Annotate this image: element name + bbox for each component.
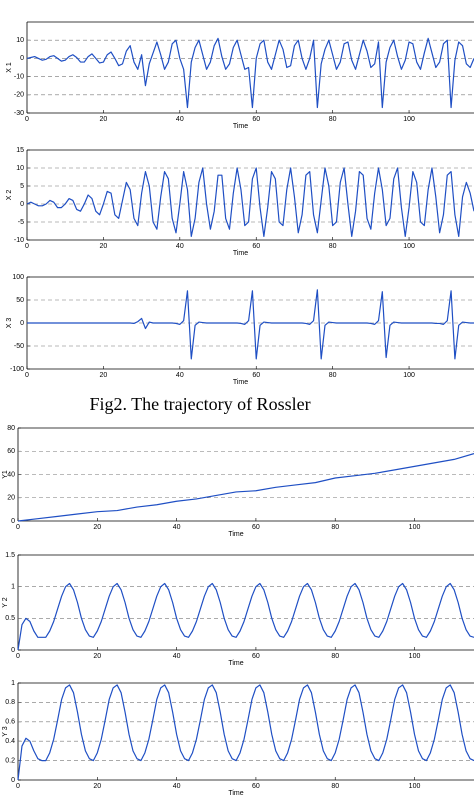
x-tick-label: 100 bbox=[403, 372, 415, 379]
x-tick-label: 0 bbox=[16, 653, 20, 660]
y-axis-label: X 1 bbox=[6, 62, 13, 73]
y-tick-label: 5 bbox=[20, 183, 24, 190]
x-tick-label: 40 bbox=[173, 653, 181, 660]
y-axis-label: X 2 bbox=[6, 190, 13, 201]
caption: Fig2. The trajectory of Rossler bbox=[89, 394, 310, 414]
y-tick-label: 0 bbox=[11, 647, 15, 654]
x-tick-label: 40 bbox=[176, 116, 184, 123]
x-tick-label: 60 bbox=[252, 524, 260, 531]
x-tick-label: 20 bbox=[93, 653, 101, 660]
x-tick-label: 20 bbox=[93, 524, 101, 531]
x-tick-label: 80 bbox=[331, 524, 339, 531]
x-tick-label: 80 bbox=[331, 653, 339, 660]
x-tick-label: 20 bbox=[100, 116, 108, 123]
x-tick-label: 80 bbox=[331, 783, 339, 790]
y-tick-label: -30 bbox=[14, 110, 24, 117]
x-tick-label: 40 bbox=[176, 243, 184, 250]
y-tick-label: 10 bbox=[16, 37, 24, 44]
y-tick-label: 60 bbox=[7, 448, 15, 455]
x-tick-label: 40 bbox=[173, 783, 181, 790]
y-tick-label: 0.2 bbox=[5, 757, 15, 764]
data-line bbox=[17, 452, 474, 522]
x-tick-label: 20 bbox=[100, 243, 108, 250]
y-tick-label: 40 bbox=[7, 471, 15, 478]
y-tick-label: 15 bbox=[16, 147, 24, 154]
x-tick-label: 20 bbox=[100, 372, 108, 379]
x-tick-label: 40 bbox=[173, 524, 181, 531]
x-tick-label: 80 bbox=[329, 243, 337, 250]
y-tick-label: -10 bbox=[14, 237, 24, 244]
y-tick-label: -10 bbox=[14, 73, 24, 80]
y-tick-label: 0.8 bbox=[5, 699, 15, 706]
y-axis-label: X 3 bbox=[6, 318, 13, 329]
data-line bbox=[17, 684, 474, 781]
y-tick-label: 0.6 bbox=[5, 719, 15, 726]
x-tick-label: 0 bbox=[25, 243, 29, 250]
y-tick-label: 10 bbox=[16, 165, 24, 172]
data-line bbox=[26, 37, 474, 109]
x-tick-label: 100 bbox=[409, 653, 421, 660]
y-tick-label: 0 bbox=[11, 518, 15, 525]
x-axis-label: Time bbox=[228, 660, 243, 667]
x-tick-label: 0 bbox=[16, 783, 20, 790]
y-tick-label: 0 bbox=[20, 320, 24, 327]
x-tick-label: 60 bbox=[252, 372, 260, 379]
x-axis-label: Time bbox=[233, 123, 248, 130]
data-line bbox=[17, 582, 474, 651]
y-tick-label: -50 bbox=[14, 343, 24, 350]
x-tick-label: 60 bbox=[252, 243, 260, 250]
x-axis-label: Time bbox=[228, 790, 243, 796]
y-tick-label: 0.5 bbox=[5, 615, 15, 622]
x-tick-label: 0 bbox=[16, 524, 20, 531]
y-tick-label: 80 bbox=[7, 425, 15, 432]
y-tick-label: 100 bbox=[12, 274, 24, 281]
x-axis-label: Time bbox=[228, 531, 243, 538]
x-tick-label: 100 bbox=[409, 783, 421, 790]
y-tick-label: 20 bbox=[7, 495, 15, 502]
x-tick-label: 0 bbox=[25, 372, 29, 379]
x-tick-label: 0 bbox=[25, 116, 29, 123]
y-tick-label: 1 bbox=[11, 584, 15, 591]
x-tick-label: 100 bbox=[409, 524, 421, 531]
y-tick-label: -100 bbox=[10, 366, 24, 373]
x-axis-label: Time bbox=[233, 379, 248, 386]
y-axis-label: Y 3 bbox=[2, 726, 9, 736]
y-tick-label: 0 bbox=[20, 201, 24, 208]
x-tick-label: 60 bbox=[252, 116, 260, 123]
y-tick-label: 50 bbox=[16, 297, 24, 304]
x-tick-label: 80 bbox=[329, 116, 337, 123]
x-tick-label: 60 bbox=[252, 653, 260, 660]
data-line bbox=[26, 167, 474, 237]
y-tick-label: 0 bbox=[20, 55, 24, 62]
x-tick-label: 100 bbox=[403, 243, 415, 250]
x-tick-label: 40 bbox=[176, 372, 184, 379]
data-line bbox=[27, 289, 474, 360]
y-tick-label: 0.4 bbox=[5, 738, 15, 745]
x-tick-label: 60 bbox=[252, 783, 260, 790]
y-axis-label: Y1 bbox=[2, 470, 9, 479]
y-tick-label: 0 bbox=[11, 777, 15, 784]
x-tick-label: 20 bbox=[93, 783, 101, 790]
y-tick-label: -5 bbox=[18, 219, 24, 226]
x-axis-label: Time bbox=[233, 250, 248, 257]
y-tick-label: -20 bbox=[14, 92, 24, 99]
x-tick-label: 80 bbox=[329, 372, 337, 379]
x-tick-label: 100 bbox=[403, 116, 415, 123]
y-tick-label: 1 bbox=[11, 680, 15, 687]
y-axis-label: Y 2 bbox=[2, 597, 9, 607]
y-tick-label: 1.5 bbox=[5, 552, 15, 559]
